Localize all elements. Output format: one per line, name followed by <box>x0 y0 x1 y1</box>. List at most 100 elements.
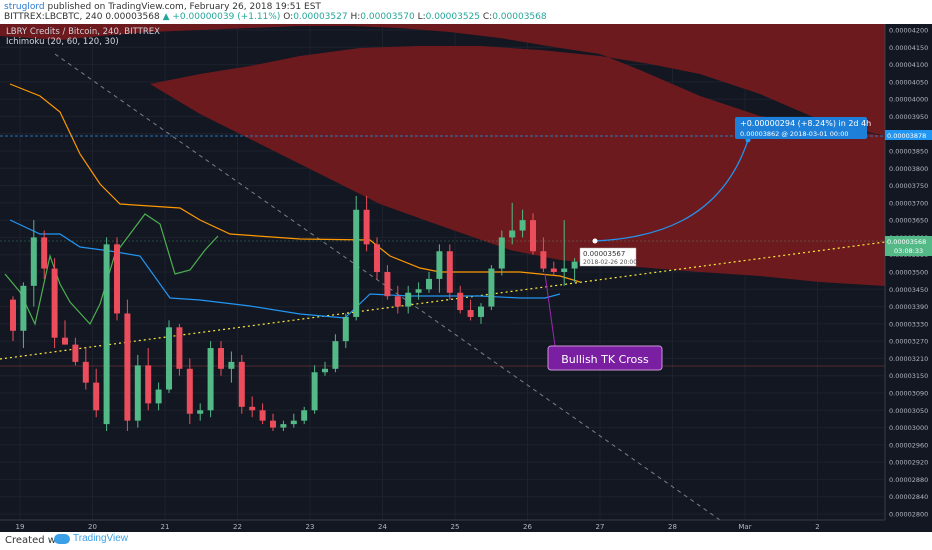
candle-up <box>228 361 235 369</box>
tradingview-logo-icon <box>54 533 70 544</box>
guide <box>0 279 601 333</box>
candle-up <box>426 278 432 290</box>
candle-down <box>530 220 536 252</box>
candle-up <box>332 341 339 369</box>
close-value: 0.00003568 <box>492 12 547 22</box>
y-tick-label: 0.00003050 <box>889 407 928 415</box>
y-tick-label: 0.00003330 <box>889 320 928 328</box>
candle-down <box>218 348 224 369</box>
candle-up <box>498 237 505 269</box>
candle-down <box>540 251 547 269</box>
y-tick-label: 0.00004200 <box>889 27 928 35</box>
candle-up <box>519 220 526 231</box>
y-tick-label: 0.00003700 <box>889 199 928 207</box>
candle-up <box>197 410 204 414</box>
candle-down <box>10 299 16 331</box>
footer: Created with TradingView <box>0 532 932 550</box>
y-tick-label: 0.00002920 <box>889 459 928 467</box>
high-value: 0.00003570 <box>360 12 415 22</box>
y-axis: 0.00004200 0.00004150 0.00004100 0.00004050… <box>884 24 932 532</box>
y-tick-label: 0.00003800 <box>889 165 928 173</box>
high-label: H: <box>350 12 361 22</box>
candle-down <box>446 251 453 293</box>
x-tick-label: Mar <box>738 523 751 531</box>
target-price-badge <box>885 130 932 140</box>
tenkan-line <box>9 219 561 319</box>
y-tick-label: 0.00004150 <box>889 44 928 52</box>
publish-info: published on TradingView.com, February 2… <box>47 2 321 12</box>
hover-date: 2018-02-26 20:00 <box>583 259 637 266</box>
candle-up <box>353 209 360 317</box>
candle-down <box>249 406 256 411</box>
x-tick-label: 20 <box>88 523 97 531</box>
y-tick-label: 0.00002960 <box>889 441 928 449</box>
y-tick-label: 0.00003150 <box>889 372 928 380</box>
candle-up <box>301 410 308 421</box>
tradingview-brand[interactable]: TradingView <box>54 533 128 544</box>
y-tick-label: 0.00004100 <box>889 61 928 69</box>
annotation-text: Bullish TK Cross <box>561 353 649 366</box>
y-tick-label: 0.00003210 <box>889 355 928 363</box>
candle-up <box>342 316 349 342</box>
measure-label-2: 0.00003862 @ 2018-03-01 00:00 <box>740 130 849 138</box>
candle-up <box>103 244 110 425</box>
close-label: C: <box>482 12 493 22</box>
annotation-pointer <box>544 273 556 347</box>
x-tick-label: 28 <box>668 523 677 531</box>
price-chart[interactable]: +0.00000294 (+8.24%) in 2d 4h 0.00003862… <box>0 24 932 532</box>
projection-origin <box>592 238 598 244</box>
price-change: ▲ +0.00000039 (+1.11%) <box>162 12 281 22</box>
candle-down <box>62 337 68 345</box>
candle-down <box>394 296 401 307</box>
x-axis-bg <box>0 520 885 532</box>
symbol-label: BITTREX:LBCBTC, 240 <box>4 12 103 22</box>
candle-down <box>259 410 266 421</box>
candle-up <box>478 306 484 317</box>
low-label: L: <box>417 12 426 22</box>
candle-down <box>51 268 58 338</box>
candles <box>10 195 588 432</box>
measure-tooltip <box>735 117 867 139</box>
legend-indicator: Ichimoku (20, 60, 120, 30) <box>6 37 119 47</box>
publish-line: struglord published on TradingView.com, … <box>4 2 321 12</box>
x-tick-label: 26 <box>523 523 532 531</box>
candle-down <box>82 361 89 383</box>
candle-up <box>509 230 516 238</box>
x-tick-label: 22 <box>233 523 242 531</box>
candle-up <box>488 268 495 307</box>
y-tick-label: 0.00003270 <box>889 338 928 346</box>
candle-up <box>322 368 328 373</box>
y-axis-bg <box>885 24 932 532</box>
candle-up <box>166 327 172 390</box>
y-tick-label: 0.00003750 <box>889 182 928 190</box>
hover-tooltip <box>579 247 637 267</box>
y-tick-label: 0.00004000 <box>889 96 928 104</box>
candle-down <box>93 382 100 411</box>
legend-title: LBRY Credits / Bitcoin, 240, BITTREX <box>6 27 160 37</box>
countdown-label: 03:08:33 <box>894 247 923 255</box>
y-tick-label: 0.00002840 <box>889 493 928 501</box>
x-tick-label: 23 <box>306 523 315 531</box>
candle-down <box>72 344 79 362</box>
current-price-label: 0.00003568 <box>887 238 926 246</box>
low-value: 0.00003525 <box>425 12 481 22</box>
candle-down <box>550 268 557 272</box>
projection-curve <box>594 139 749 242</box>
tradingview-brand-label: TradingView <box>73 533 129 544</box>
candle-down <box>467 310 474 317</box>
current-price-badge <box>885 236 932 256</box>
x-axis: 19 20 21 22 23 24 25 26 27 28 Mar 2 <box>0 519 885 532</box>
candle-up <box>561 268 568 272</box>
x-tick-label: 24 <box>378 523 387 531</box>
candle-down <box>238 361 245 407</box>
y-tick-label: 0.00003650 <box>889 217 928 225</box>
candle-up <box>415 289 422 293</box>
ohlc-line: BITTREX:LBCBTC, 240 0.00003568 ▲ +0.0000… <box>4 12 547 22</box>
candle-up <box>207 348 214 411</box>
y-tick-label: 0.00003450 <box>889 286 928 294</box>
candle-up <box>134 365 141 421</box>
candle-down <box>145 365 152 404</box>
kijun-line <box>9 83 581 283</box>
author-link[interactable]: struglord <box>4 2 45 12</box>
chart-header: struglord published on TradingView.com, … <box>0 0 932 24</box>
